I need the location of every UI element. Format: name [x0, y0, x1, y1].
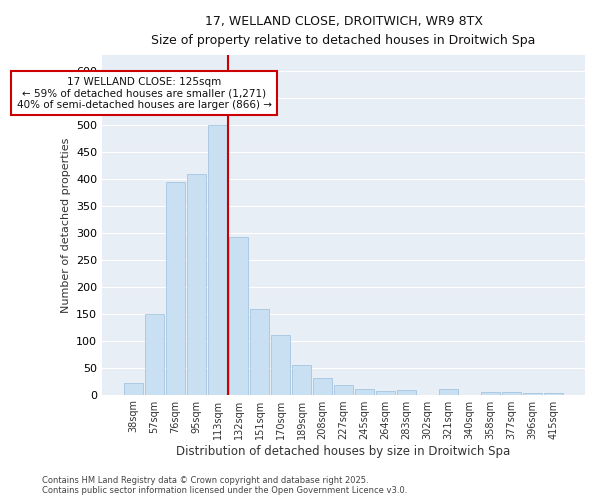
- Bar: [376, 392, 395, 394]
- Bar: [502, 392, 521, 394]
- Text: 17 WELLAND CLOSE: 125sqm
← 59% of detached houses are smaller (1,271)
40% of sem: 17 WELLAND CLOSE: 125sqm ← 59% of detach…: [17, 76, 272, 110]
- Title: 17, WELLAND CLOSE, DROITWICH, WR9 8TX
Size of property relative to detached hous: 17, WELLAND CLOSE, DROITWICH, WR9 8TX Si…: [151, 15, 536, 47]
- Bar: [208, 125, 227, 394]
- Y-axis label: Number of detached properties: Number of detached properties: [61, 137, 71, 312]
- Bar: [124, 382, 143, 394]
- Bar: [145, 314, 164, 394]
- Bar: [229, 236, 248, 394]
- Bar: [313, 378, 332, 394]
- Bar: [271, 336, 290, 394]
- Bar: [544, 393, 563, 394]
- Bar: [355, 389, 374, 394]
- Bar: [166, 182, 185, 394]
- Bar: [334, 386, 353, 394]
- Bar: [292, 365, 311, 394]
- Bar: [397, 390, 416, 394]
- Bar: [187, 174, 206, 394]
- Bar: [439, 389, 458, 394]
- X-axis label: Distribution of detached houses by size in Droitwich Spa: Distribution of detached houses by size …: [176, 444, 511, 458]
- Bar: [250, 310, 269, 394]
- Bar: [523, 393, 542, 394]
- Text: Contains HM Land Registry data © Crown copyright and database right 2025.
Contai: Contains HM Land Registry data © Crown c…: [42, 476, 407, 495]
- Bar: [481, 392, 500, 394]
